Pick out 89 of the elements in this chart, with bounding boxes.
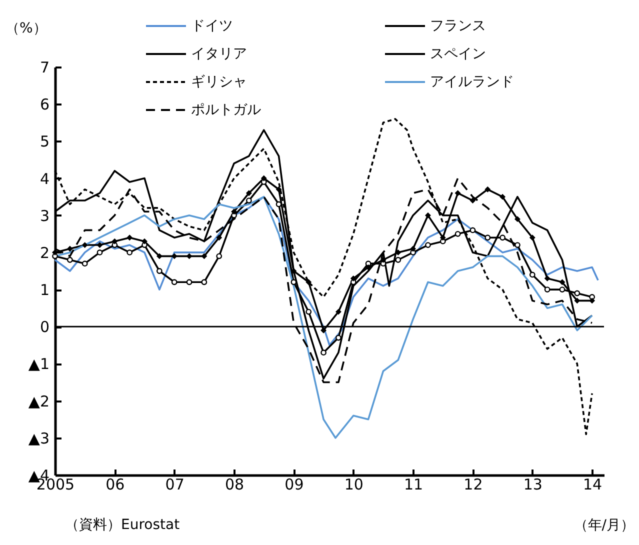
point	[97, 242, 102, 248]
x-axis-title: （年/月）	[574, 518, 634, 534]
point	[66, 256, 73, 263]
point	[454, 230, 461, 237]
point	[530, 234, 536, 240]
point	[470, 198, 476, 204]
point	[484, 186, 490, 192]
legend-label: スペイン	[430, 46, 486, 62]
legend-label: ドイツ	[191, 18, 233, 34]
y-tick-label: 2	[40, 244, 50, 262]
legend-label: フランス	[430, 18, 486, 34]
point	[395, 256, 402, 263]
point	[67, 246, 73, 252]
point	[82, 242, 88, 248]
point	[306, 279, 312, 285]
point	[544, 286, 550, 292]
y-tick-label: ▲2	[28, 392, 50, 410]
point	[589, 298, 595, 304]
x-tick-label: 09	[284, 476, 304, 494]
y-tick-label: 7	[40, 58, 50, 76]
point	[544, 276, 550, 282]
point	[156, 268, 162, 274]
point	[246, 198, 252, 204]
y-tick-label: 5	[40, 132, 50, 151]
point	[574, 290, 580, 296]
point	[126, 250, 133, 256]
point	[425, 212, 431, 218]
point	[186, 253, 192, 259]
text: （資料）Eurostat	[65, 517, 180, 533]
y-axis-title: （%）	[6, 20, 47, 36]
point	[112, 238, 118, 244]
point	[96, 250, 103, 256]
point	[142, 242, 148, 248]
point	[172, 253, 178, 259]
point	[484, 234, 491, 241]
x-tick-label: 11	[404, 476, 424, 494]
legend-label: イタリア	[191, 46, 247, 62]
point	[410, 246, 416, 252]
point	[216, 253, 222, 260]
point	[440, 234, 446, 240]
point	[336, 309, 342, 315]
point	[156, 253, 162, 259]
legend-label: ポルトガル	[191, 102, 261, 118]
point	[201, 279, 208, 286]
y-tick-label: ▲3	[28, 429, 50, 448]
point	[216, 234, 222, 240]
point	[574, 298, 580, 304]
point	[186, 279, 192, 286]
point	[514, 242, 520, 248]
y-tick-label: 1	[40, 281, 50, 300]
point	[500, 234, 506, 241]
x-tick-label: 13	[523, 476, 542, 494]
point	[306, 308, 312, 315]
point	[455, 190, 461, 196]
x-tick-label: 14	[583, 476, 602, 494]
point	[142, 238, 148, 244]
x-tick-label: 10	[344, 476, 364, 494]
y-tick-label: 3	[40, 206, 50, 225]
x-tick-label: 06	[106, 476, 125, 494]
point	[276, 186, 282, 192]
y-tick-label: 0	[40, 318, 50, 336]
point	[529, 272, 536, 278]
x-tick-label: 07	[165, 476, 184, 494]
point	[82, 260, 88, 267]
point	[52, 253, 58, 260]
y-tick-label: 4	[40, 170, 50, 188]
legend-label: ギリシャ	[191, 74, 247, 90]
point	[246, 190, 252, 196]
point	[290, 268, 296, 274]
point	[500, 194, 506, 200]
point	[514, 216, 520, 222]
point	[126, 234, 132, 240]
point	[336, 334, 342, 341]
point	[320, 328, 326, 334]
legend-label: アイルランド	[430, 74, 514, 90]
point	[380, 257, 386, 263]
point	[171, 279, 178, 286]
point	[320, 350, 326, 356]
point	[559, 286, 566, 292]
point	[470, 227, 476, 234]
y-tick-label: ▲1	[28, 355, 50, 374]
point	[261, 176, 267, 181]
point	[231, 208, 237, 214]
x-tick-label: 12	[464, 476, 483, 494]
y-tick-label: 6	[40, 96, 50, 114]
point	[560, 279, 565, 285]
point	[350, 276, 356, 282]
x-tick-label: 08	[224, 476, 244, 494]
point	[425, 242, 431, 248]
